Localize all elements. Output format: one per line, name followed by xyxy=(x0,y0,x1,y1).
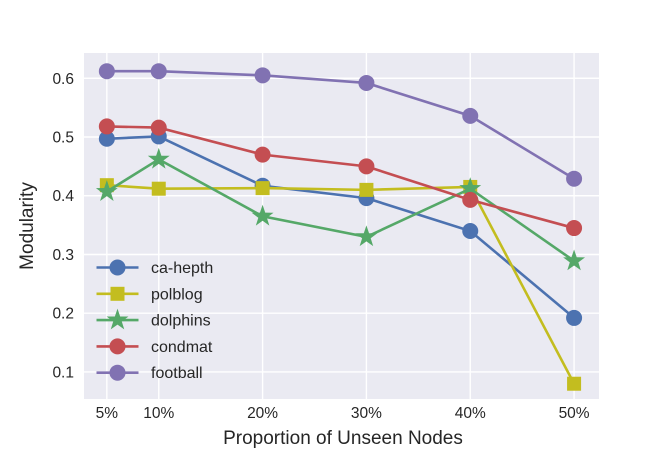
x-tick-label: 5% xyxy=(96,405,119,422)
x-tick-label: 40% xyxy=(455,405,486,422)
legend-label-football: football xyxy=(151,365,203,382)
marker-circle xyxy=(150,63,167,80)
marker-circle xyxy=(109,338,126,355)
legend-label-polblog: polblog xyxy=(151,286,203,303)
marker-star xyxy=(147,147,170,169)
marker-star xyxy=(355,225,378,247)
marker-circle xyxy=(462,107,479,124)
marker-circle xyxy=(566,170,583,187)
y-tick-label: 0.3 xyxy=(52,247,74,264)
marker-square xyxy=(151,181,166,196)
marker-star xyxy=(251,204,274,226)
marker-circle xyxy=(462,191,479,208)
marker-square xyxy=(359,182,374,197)
marker-square xyxy=(110,286,125,301)
y-tick-label: 0.2 xyxy=(52,306,74,323)
marker-star xyxy=(106,308,129,330)
y-tick-label: 0.1 xyxy=(52,364,74,381)
x-tick-label: 30% xyxy=(351,405,382,422)
x-tick-label: 20% xyxy=(247,405,278,422)
series-line-condmat xyxy=(105,125,576,230)
legend-label-condmat: condmat xyxy=(151,339,213,356)
marker-circle xyxy=(109,259,126,276)
series-line-dolphins xyxy=(105,157,576,263)
x-axis-title: Proportion of Unseen Nodes xyxy=(223,428,463,449)
marker-circle xyxy=(358,74,375,91)
legend-label-ca-hepth: ca-hepth xyxy=(151,260,213,277)
marker-circle xyxy=(109,364,126,381)
marker-star xyxy=(95,180,118,201)
x-tick-label: 10% xyxy=(143,405,174,422)
series-line-ca-hepth xyxy=(105,135,576,320)
y-tick-label: 0.6 xyxy=(52,71,74,88)
marker-square xyxy=(255,181,270,196)
y-tick-label: 0.4 xyxy=(52,188,74,205)
plot-area xyxy=(84,53,599,399)
marker-circle xyxy=(254,146,271,163)
marker-star xyxy=(563,249,586,271)
x-tick-label: 50% xyxy=(559,405,590,422)
marker-circle xyxy=(98,63,115,80)
marker-circle xyxy=(358,158,375,175)
marker-circle xyxy=(150,119,167,136)
y-tick-label: 0.5 xyxy=(52,130,74,147)
marker-circle xyxy=(566,309,583,326)
marker-circle xyxy=(462,222,479,239)
series-line-football xyxy=(105,69,576,181)
marker-star xyxy=(459,177,482,198)
plot-layer: 0.1 0.2 0.3 0.4 0.5 0.6 5% 10% 20% 30% 40% 50% ca-he… xyxy=(52,53,599,422)
series-line-polblog xyxy=(105,183,576,386)
legend-label-dolphins: dolphins xyxy=(151,313,211,330)
marker-circle xyxy=(566,220,583,237)
marker-circle xyxy=(98,118,115,135)
marker-square xyxy=(567,376,582,391)
marker-circle xyxy=(98,130,115,147)
marker-circle xyxy=(254,67,271,84)
y-axis-title: Modularity xyxy=(17,182,38,270)
